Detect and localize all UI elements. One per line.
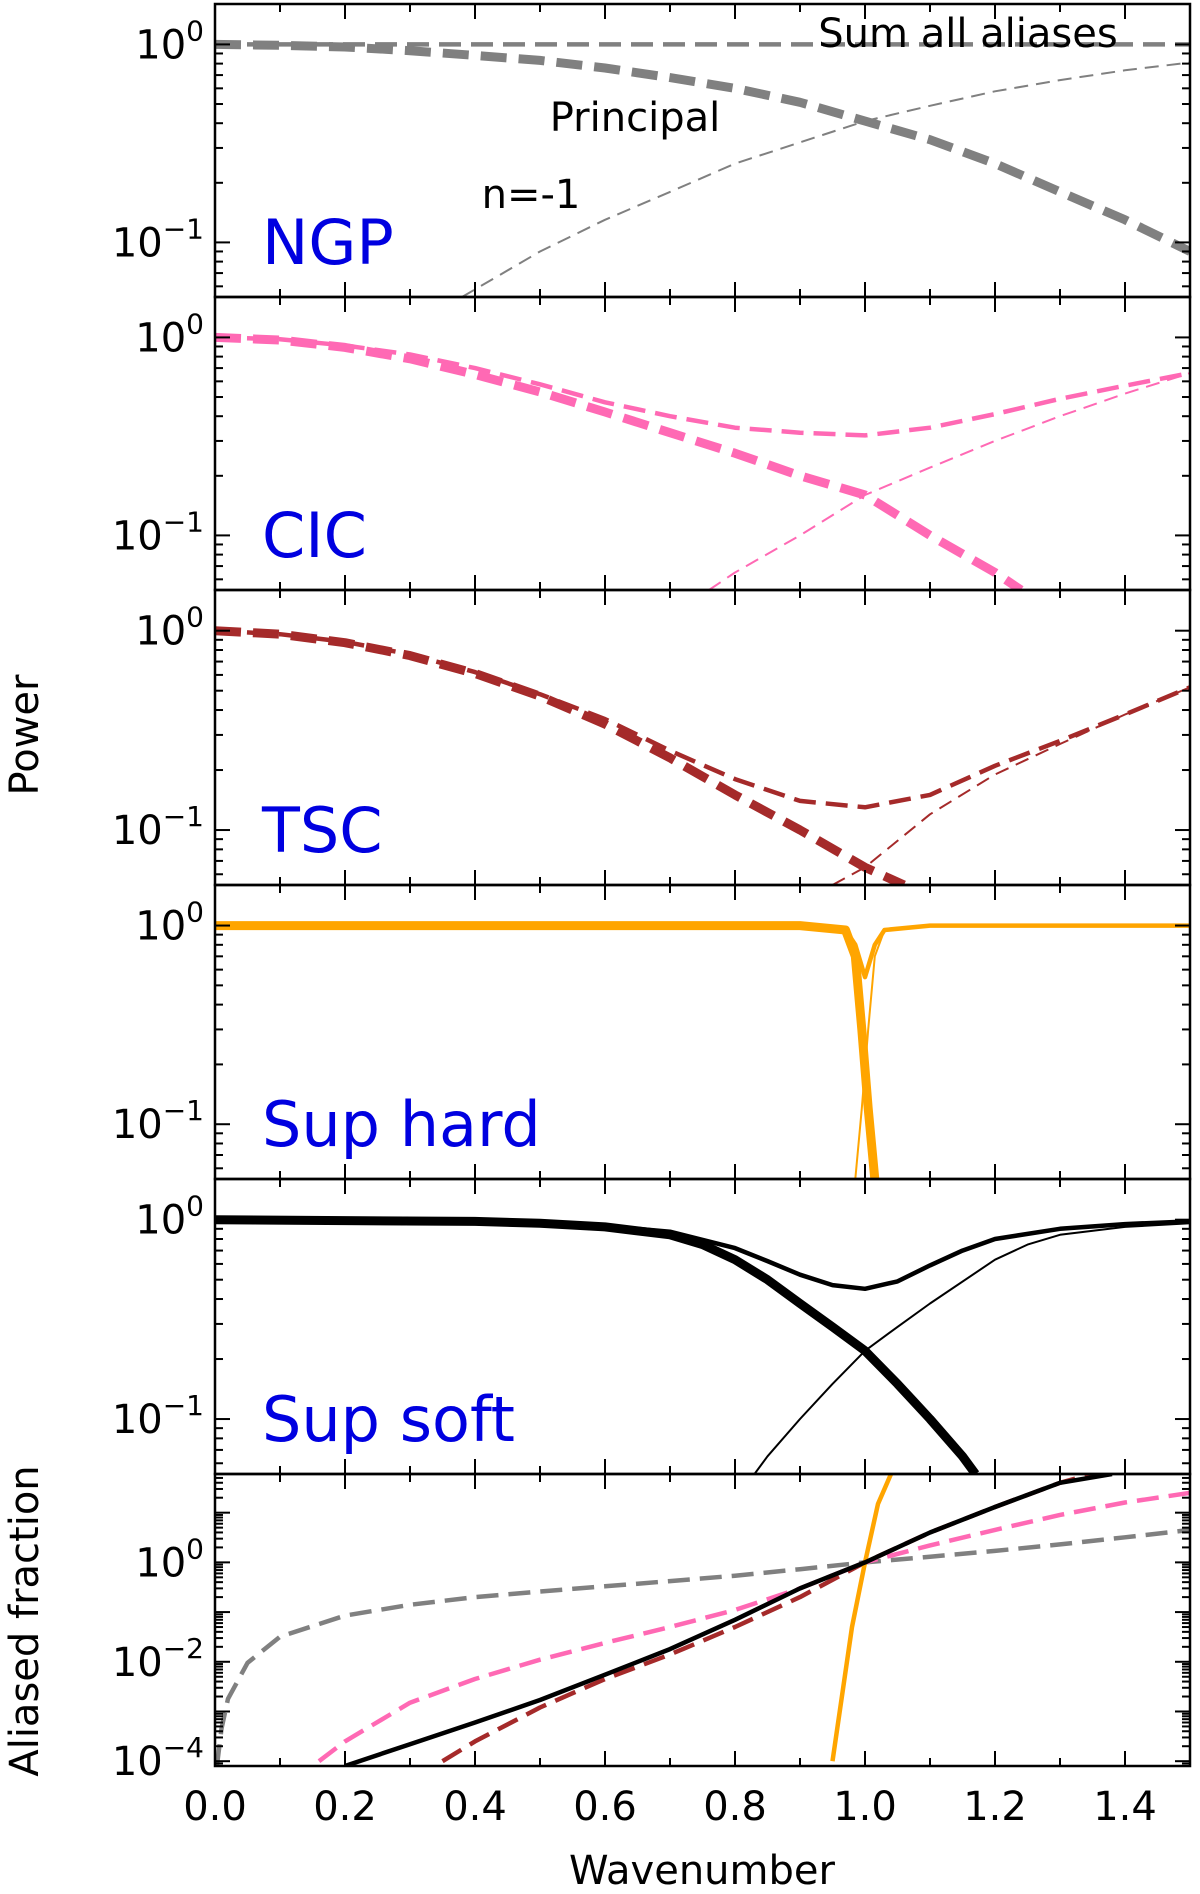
x-tick-label: 0.6 (573, 1784, 637, 1830)
y-tick-label: 10−1 (112, 800, 204, 854)
panel-aliased-fraction (215, 1474, 1190, 1766)
x-tick-label: 0.2 (313, 1784, 377, 1830)
panel-tsc-label: TSC (261, 794, 383, 867)
panel-cic: CIC (215, 332, 1190, 590)
cic-series-principal (215, 332, 1024, 590)
ngp-series-principal (215, 39, 1190, 256)
panel-cic-label: CIC (262, 499, 367, 572)
cic-series-sum (215, 335, 1190, 438)
panel-cic-marks (215, 332, 1190, 590)
y-tick-label: 10−2 (112, 1632, 204, 1686)
panel-ngp-marks (215, 39, 1190, 297)
panel-tsc: TSC (215, 626, 1190, 885)
y-axis-label-aliased-fraction: Aliased fraction (2, 1465, 48, 1776)
aliased-fraction-series-ngp (215, 1527, 1190, 1766)
panel-sup-hard-marks (215, 921, 1190, 1179)
panel-sup-soft-marks (215, 1215, 1190, 1474)
panel-ngp-label: NGP (262, 206, 394, 279)
panel-sup-soft: Sup soft (215, 1215, 1190, 1474)
x-axis-label: Wavenumber (569, 1848, 835, 1894)
sup-soft-series-sum (215, 1217, 1190, 1292)
y-tick-label: 10−1 (112, 1389, 204, 1443)
panel-tsc-marks (215, 626, 1190, 885)
sup-soft-series-alias-n-1 (753, 1222, 1190, 1474)
panel-aliased-fraction-marks (215, 1474, 1190, 1766)
y-tick-label: 10−4 (112, 1731, 204, 1785)
y-tick-label: 10−1 (112, 212, 204, 266)
aliased-fraction-series-supsoft (344, 1474, 1113, 1766)
y-tick-label: 100 (135, 601, 204, 655)
x-tick-label: 0.8 (703, 1784, 767, 1830)
y-tick-label: 100 (135, 14, 204, 68)
x-tick-label: 1.0 (833, 1784, 897, 1830)
axes: 100 10−1 100 10−1 100 10−1 100 10−1 100 10−1 100 10… (112, 2, 1192, 1830)
sup-hard-series-principal (215, 921, 880, 1179)
panel-sup-hard: Sup hard (215, 921, 1190, 1179)
y-tick-label: 100 (135, 307, 204, 361)
y-tick-label: 10−1 (112, 505, 204, 559)
y-axis-label-power: Power (2, 674, 48, 795)
y-tick-label: 100 (135, 896, 204, 950)
tsc-series-alias-n-1 (832, 686, 1190, 885)
x-tick-label: 1.4 (1093, 1784, 1157, 1830)
cic-series-alias-n-1 (708, 372, 1190, 590)
y-tick-label: 100 (135, 1532, 204, 1586)
sup-hard-series-alias-n-1 (854, 924, 1190, 1179)
aliased-fraction-series-tsc (441, 1474, 1094, 1764)
aliased-fraction-series-suphard (830, 1474, 894, 1762)
panel-sup-hard-label: Sup hard (262, 1088, 541, 1161)
y-tick-label: 10−1 (112, 1094, 204, 1148)
panel-ngp: NGP Sum all aliases Principal n=-1 (215, 11, 1190, 297)
annotation-principal: Principal (550, 95, 720, 141)
x-tick-label: 1.2 (963, 1784, 1027, 1830)
aliased-fraction-series-cic (317, 1490, 1190, 1763)
annotation-n-minus-1: n=-1 (482, 172, 581, 218)
panel-sup-soft-label: Sup soft (262, 1383, 515, 1456)
sup-soft-series-principal (215, 1215, 980, 1474)
x-tick-label: 0.4 (443, 1784, 507, 1830)
x-tick-label: 0.0 (183, 1784, 247, 1830)
y-tick-label: 100 (135, 1190, 204, 1244)
ngp-series-alias-n-1 (461, 61, 1190, 297)
sup-hard-series-sum (215, 923, 1190, 980)
annotation-sum-all-aliases: Sum all aliases (818, 11, 1117, 57)
tsc-series-principal (215, 626, 906, 885)
